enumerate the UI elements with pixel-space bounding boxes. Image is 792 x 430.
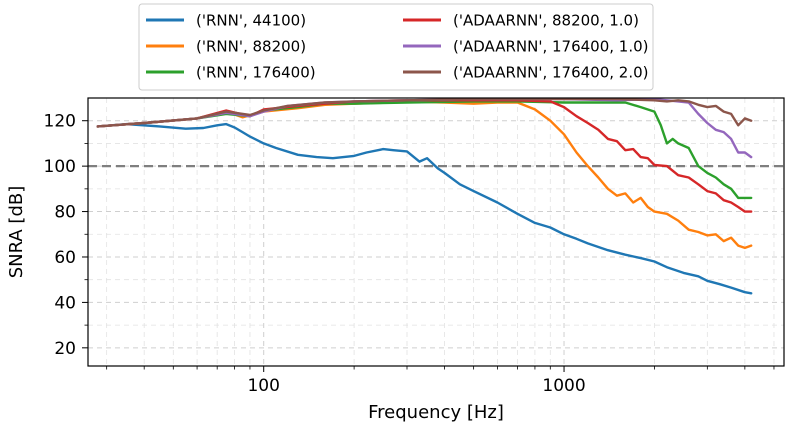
legend-label: ('ADAARNN', 176400, 1.0) [453, 38, 649, 56]
x-tick-label: 100 [247, 376, 279, 396]
legend-item-6: ('ADAARNN', 176400, 2.0) [403, 64, 649, 82]
plot-frame [87, 97, 785, 367]
axis-ticks [82, 120, 775, 372]
series-line-6 [96, 98, 753, 128]
legend-item-3: ('RNN', 176400) [146, 64, 316, 82]
x-tick-label: 1000 [542, 376, 585, 396]
legend-label: ('ADAARNN', 176400, 2.0) [453, 64, 649, 82]
y-tick-label: 100 [44, 157, 76, 177]
legend-item-5: ('ADAARNN', 176400, 1.0) [403, 38, 649, 56]
legend-label: ('ADAARNN', 88200, 1.0) [453, 12, 639, 30]
legend-label: ('RNN', 88200) [196, 38, 306, 56]
legend: ('RNN', 44100) ('RNN', 88200) ('RNN', 1764… [138, 3, 654, 91]
x-axis-label: Frequency [Hz] [368, 402, 504, 423]
legend-label: ('RNN', 176400) [196, 64, 316, 82]
y-tick-label: 20 [54, 339, 76, 359]
legend-item-2: ('RNN', 88200) [146, 38, 306, 56]
legend-item-1: ('RNN', 44100) [146, 12, 306, 30]
y-tick-label: 40 [54, 293, 76, 313]
legend-label: ('RNN', 44100) [196, 12, 306, 30]
y-tick-label: 120 [44, 112, 76, 132]
axis-tick-labels: 100 1000 20 40 60 80 100 120 [44, 112, 586, 396]
legend-item-4: ('ADAARNN', 88200, 1.0) [403, 12, 639, 30]
y-tick-label: 60 [54, 248, 76, 268]
y-tick-label: 80 [54, 203, 76, 223]
y-axis-label: SNRA [dB] [6, 186, 27, 279]
series-line-1 [96, 122, 753, 295]
series-layer [96, 98, 753, 295]
legend-frame [138, 3, 654, 91]
